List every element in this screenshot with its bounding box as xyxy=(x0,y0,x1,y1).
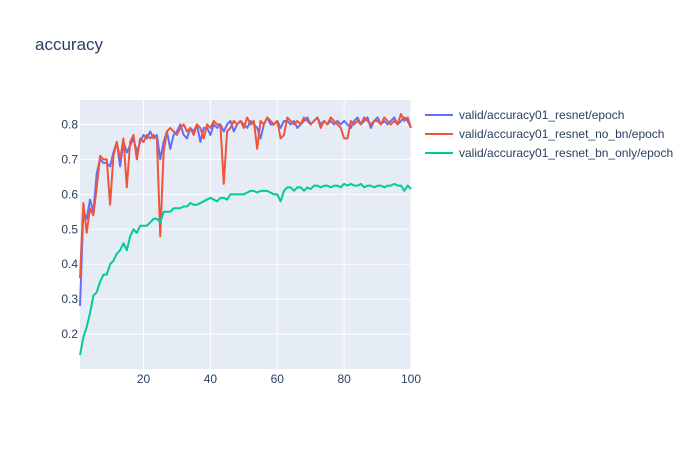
x-tick-label: 20 xyxy=(137,372,151,386)
legend-item-1[interactable]: valid/accuracy01_resnet_no_bn/epoch xyxy=(425,127,664,141)
series-lines xyxy=(79,112,412,356)
legend-label: valid/accuracy01_resnet_bn_only/epoch xyxy=(459,146,673,160)
x-tick-label: 40 xyxy=(204,372,218,386)
x-tick-label: 80 xyxy=(337,372,351,386)
y-tick-label: 0.3 xyxy=(61,292,78,306)
y-gridlines xyxy=(80,123,411,335)
legend-item-0[interactable]: valid/accuracy01_resnet/epoch xyxy=(425,108,624,122)
y-tick-label: 0.2 xyxy=(61,327,78,341)
legend-label: valid/accuracy01_resnet/epoch xyxy=(459,108,624,122)
y-tick-label: 0.5 xyxy=(61,222,78,236)
series-line-1 xyxy=(79,112,412,279)
chart-title: accuracy xyxy=(35,35,104,54)
y-axis-ticks: 0.2 0.3 0.4 0.5 0.6 0.7 0.8 xyxy=(61,117,78,341)
x-axis-ticks: 20 40 60 80 100 xyxy=(137,372,421,386)
legend-label: valid/accuracy01_resnet_no_bn/epoch xyxy=(459,127,664,141)
x-tick-label: 60 xyxy=(271,372,285,386)
x-gridlines xyxy=(143,100,412,369)
x-tick-label: 100 xyxy=(401,372,421,386)
y-tick-label: 0.6 xyxy=(61,187,78,201)
legend-item-2[interactable]: valid/accuracy01_resnet_bn_only/epoch xyxy=(425,146,673,160)
y-tick-label: 0.4 xyxy=(61,257,78,271)
legend[interactable]: valid/accuracy01_resnet/epoch valid/accur… xyxy=(425,108,673,160)
y-tick-label: 0.8 xyxy=(61,117,78,131)
plot-area xyxy=(80,100,411,369)
y-tick-label: 0.7 xyxy=(61,152,78,166)
series-line-2 xyxy=(79,182,412,356)
